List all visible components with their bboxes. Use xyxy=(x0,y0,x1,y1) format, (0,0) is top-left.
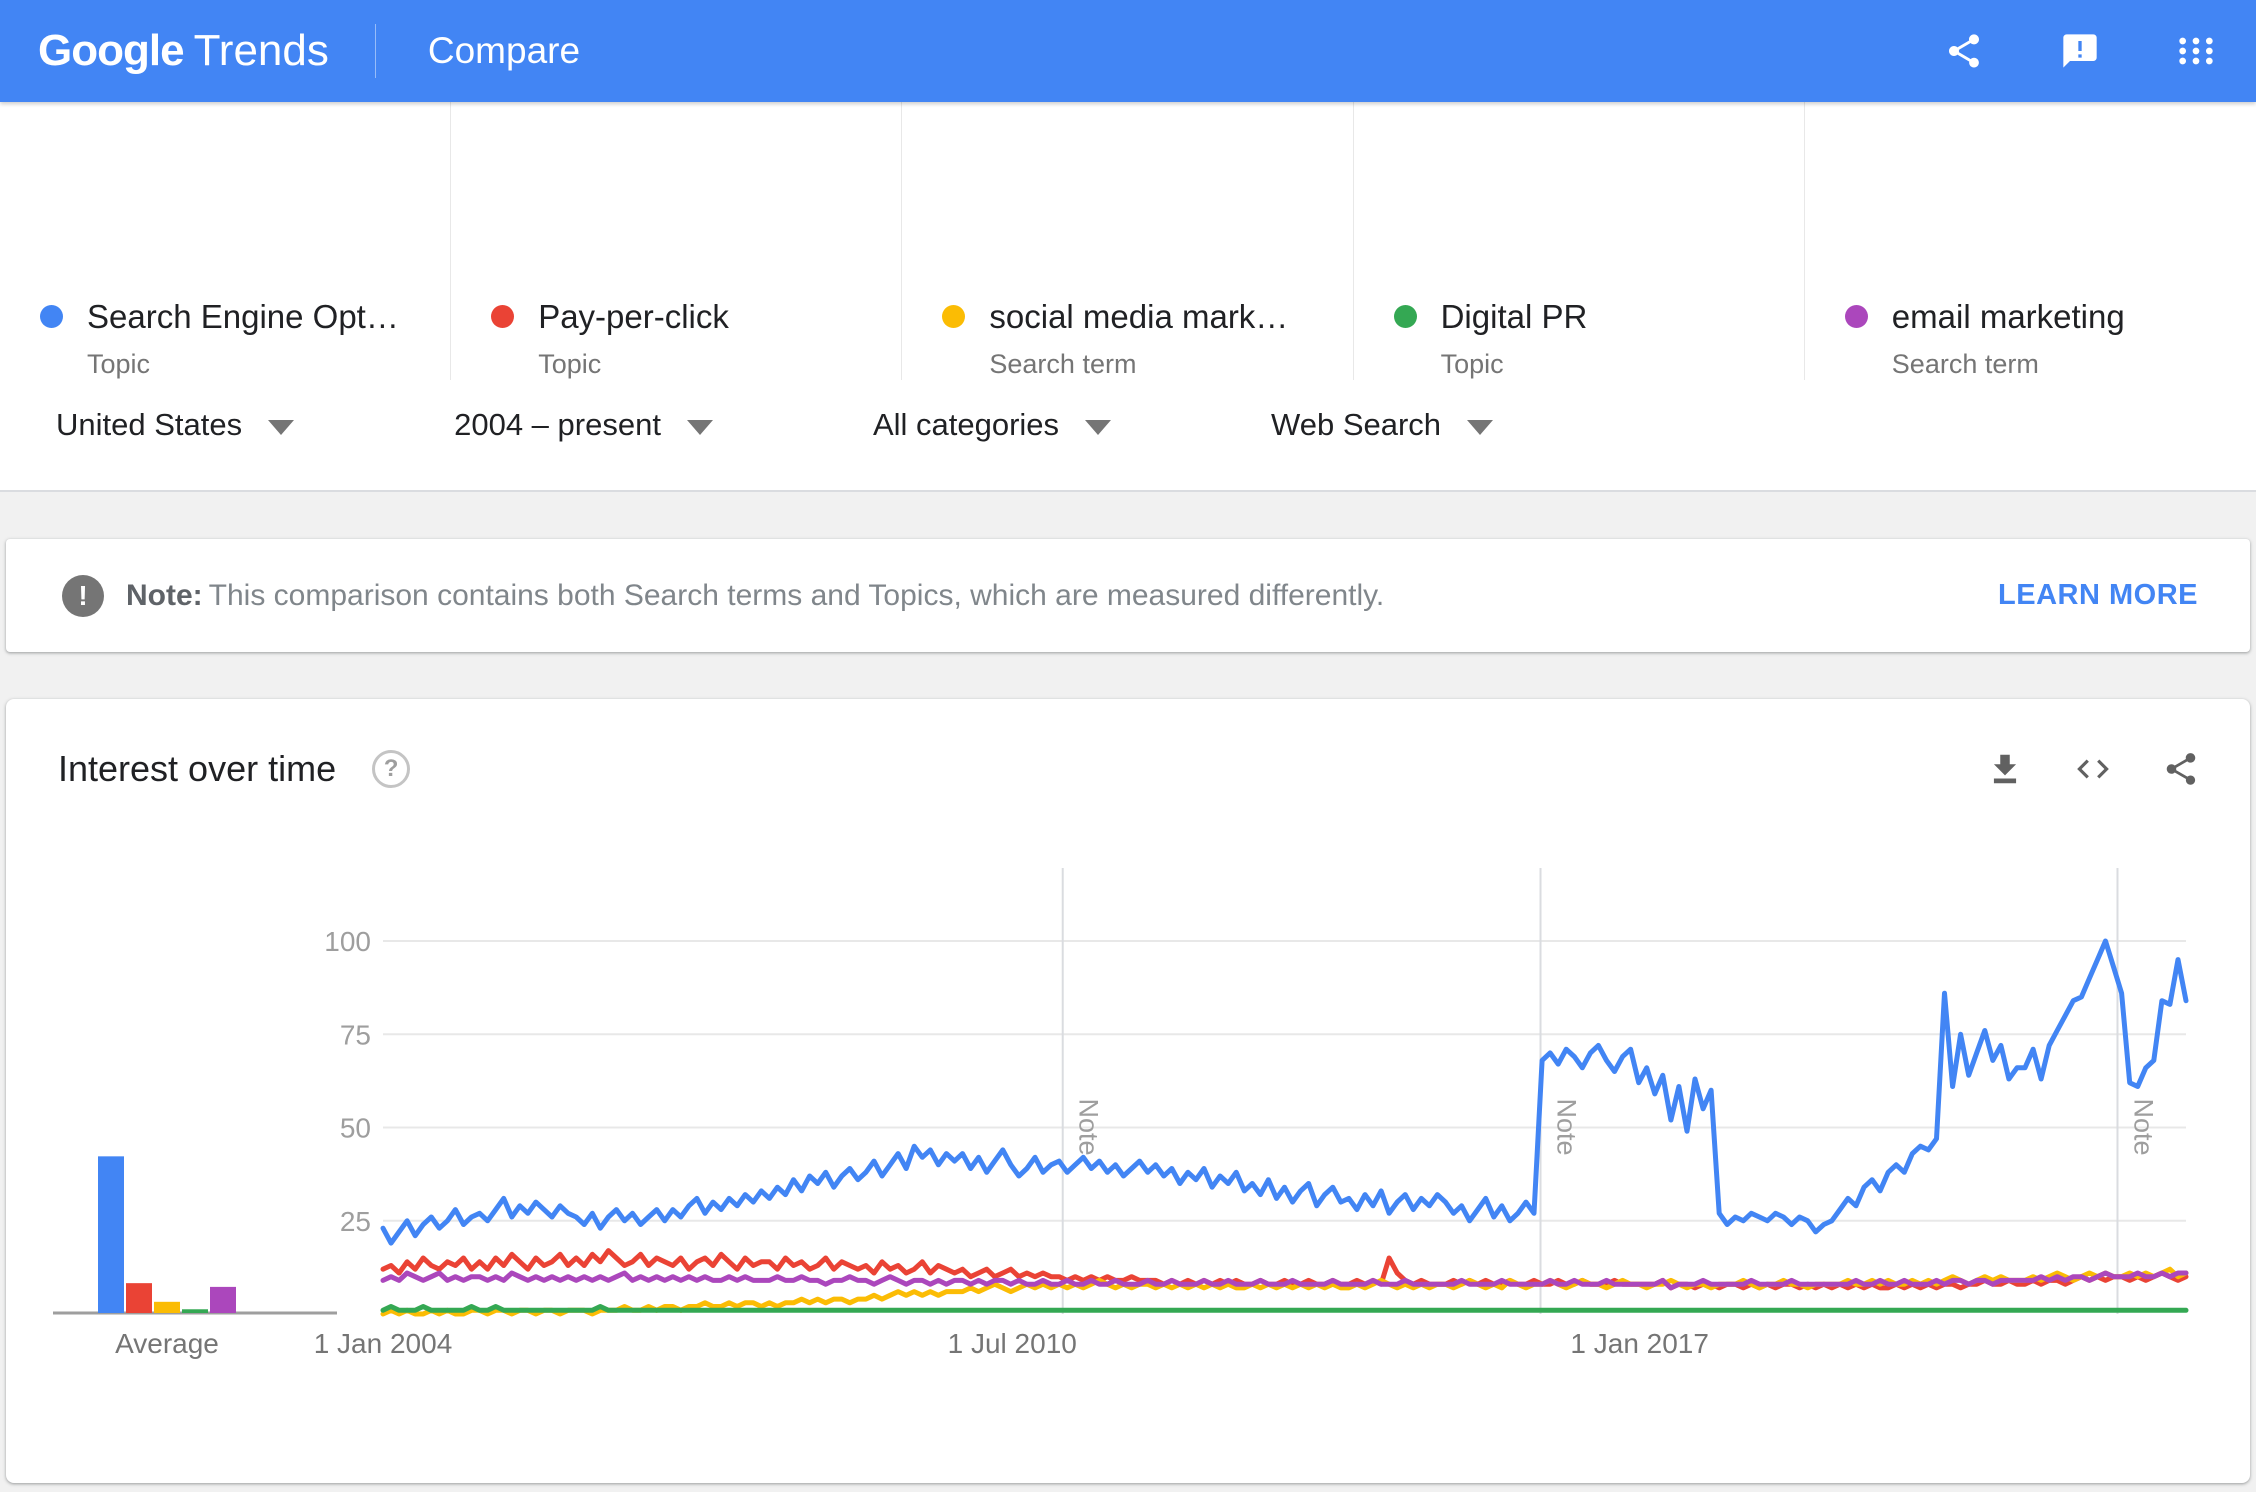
term-card-seo[interactable]: Search Engine Opt… Topic xyxy=(0,102,452,380)
average-bar[interactable] xyxy=(182,1309,208,1313)
average-bar[interactable] xyxy=(154,1301,180,1313)
note-banner: ! Note: This comparison contains both Sea… xyxy=(6,539,2250,652)
logo-google: Google xyxy=(38,26,185,75)
average-bar[interactable] xyxy=(126,1283,152,1313)
app-header: Google Trends Compare xyxy=(0,0,2256,102)
x-axis-label: 1 Jul 2010 xyxy=(948,1328,1077,1359)
term-title: Search Engine Opt… xyxy=(87,298,399,335)
note-banner-text: Note: This comparison contains both Searc… xyxy=(126,579,1998,613)
term-card-email-marketing[interactable]: email marketing Search term xyxy=(1804,102,2256,380)
region-filter-value: United States xyxy=(56,407,243,442)
term-title: Pay-per-click xyxy=(538,298,729,335)
series-color-dot xyxy=(491,305,515,328)
term-type: Topic xyxy=(87,349,151,379)
header-divider xyxy=(374,24,376,78)
interest-over-time-card: Interest over time ? 25 50 75 100 Note Note No… xyxy=(6,699,2250,1483)
download-icon[interactable] xyxy=(1982,746,2028,792)
note-marker-label[interactable]: Note xyxy=(1552,1098,1582,1155)
term-card-ppc[interactable]: Pay-per-click Topic xyxy=(451,102,903,380)
chart-card-header: Interest over time ? xyxy=(6,699,2250,829)
page-title: Compare xyxy=(427,30,581,71)
chevron-down-icon xyxy=(1085,419,1112,435)
category-filter-value: All categories xyxy=(872,407,1060,442)
term-card-social-media[interactable]: social media mark… Search term xyxy=(902,102,1354,380)
apps-grid-icon[interactable] xyxy=(2174,29,2218,73)
series-color-dot xyxy=(1844,305,1868,328)
time-range-filter[interactable]: 2004 – present xyxy=(454,407,713,443)
term-title: social media mark… xyxy=(989,298,1289,335)
note-banner-prefix: Note: xyxy=(126,578,203,612)
series-line[interactable] xyxy=(380,1304,2189,1313)
category-filter[interactable]: All categories xyxy=(872,407,1112,443)
term-type: Topic xyxy=(538,349,602,379)
y-axis-label: 50 xyxy=(340,1113,371,1144)
google-trends-logo[interactable]: Google Trends xyxy=(38,26,329,76)
series-color-dot xyxy=(40,305,63,328)
share-icon[interactable] xyxy=(1942,29,1986,73)
x-axis-label: 1 Jan 2017 xyxy=(1570,1328,1709,1359)
help-icon[interactable]: ? xyxy=(372,750,411,788)
y-axis-label: 75 xyxy=(340,1019,371,1050)
series-line[interactable] xyxy=(380,1270,2189,1291)
feedback-icon[interactable] xyxy=(2058,29,2102,73)
chart-title: Interest over time xyxy=(58,748,337,789)
learn-more-link[interactable]: LEARN MORE xyxy=(1998,579,2198,611)
series-line[interactable] xyxy=(380,938,2189,1246)
interest-over-time-chart[interactable]: 25 50 75 100 Note Note Note 1 Jan 2004 1 Jul 201… xyxy=(6,699,2250,1483)
comparison-terms-row: Search Engine Opt… Topic Pay-per-click T… xyxy=(0,102,2256,380)
series-color-dot xyxy=(1393,305,1417,328)
series-color-dot xyxy=(942,305,966,328)
alert-icon: ! xyxy=(62,574,104,617)
chevron-down-icon xyxy=(686,419,713,435)
term-title: email marketing xyxy=(1891,298,2125,335)
y-axis-label: 100 xyxy=(324,926,371,957)
share-icon[interactable] xyxy=(2158,746,2204,792)
embed-icon[interactable] xyxy=(2070,746,2116,792)
filters-row: United States 2004 – present All categor… xyxy=(0,360,2256,492)
term-title: Digital PR xyxy=(1440,298,1588,335)
average-bar[interactable] xyxy=(210,1286,236,1313)
average-label: Average xyxy=(115,1328,219,1359)
region-filter[interactable]: United States xyxy=(56,407,295,443)
average-bar[interactable] xyxy=(98,1156,124,1313)
chevron-down-icon xyxy=(268,419,295,435)
note-banner-body: This comparison contains both Search ter… xyxy=(208,578,1385,612)
note-marker-label[interactable]: Note xyxy=(2128,1098,2158,1155)
search-type-filter[interactable]: Web Search xyxy=(1271,407,1494,443)
y-axis-label: 25 xyxy=(340,1206,371,1237)
term-type: Topic xyxy=(1440,349,1504,379)
term-card-digital-pr[interactable]: Digital PR Topic xyxy=(1353,102,1805,380)
search-type-filter-value: Web Search xyxy=(1271,407,1442,442)
series-line[interactable] xyxy=(380,1248,2189,1291)
note-marker-label[interactable]: Note xyxy=(1074,1098,1104,1155)
chevron-down-icon xyxy=(1467,419,1494,435)
term-type: Search term xyxy=(1891,349,2039,379)
term-type: Search term xyxy=(989,349,1137,379)
logo-trends: Trends xyxy=(193,26,329,75)
time-range-filter-value: 2004 – present xyxy=(454,407,661,442)
x-axis-label: 1 Jan 2004 xyxy=(314,1328,453,1359)
